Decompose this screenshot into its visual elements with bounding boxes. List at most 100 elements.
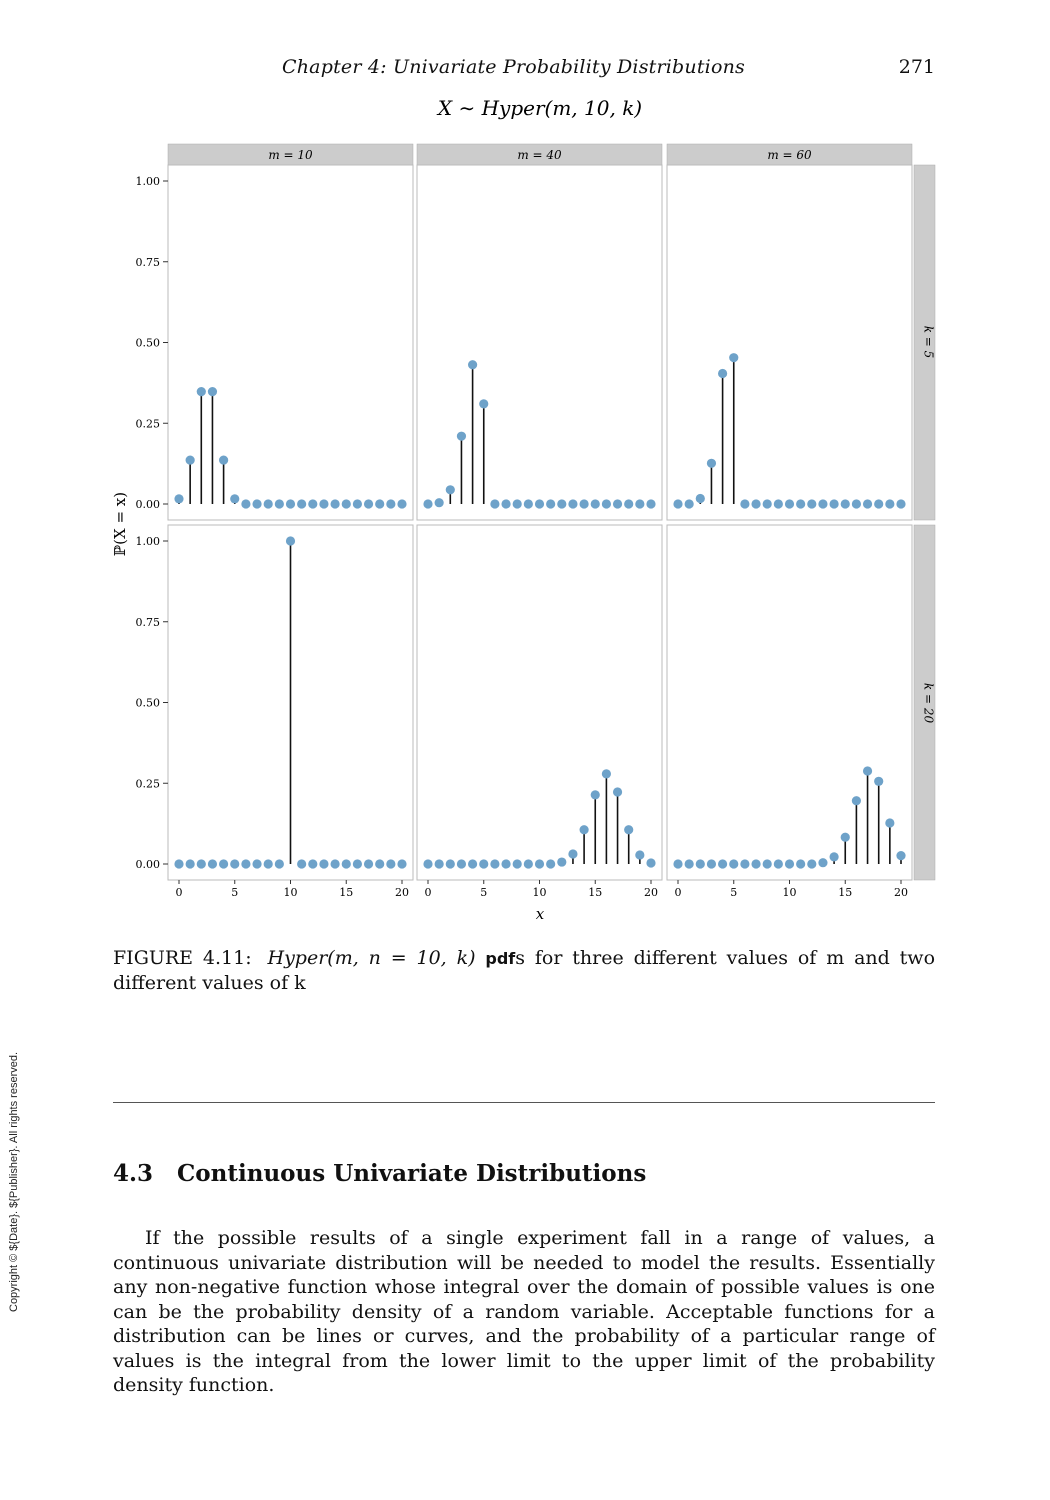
data-point: [706, 458, 717, 468]
data-point: [568, 849, 578, 859]
data-point: [590, 499, 600, 509]
data-point: [885, 499, 895, 509]
hypergeometric-facet-chart: X ∼ Hyper(m, 10, k) m = 10 m = 40 m = 60 k =…: [111, 96, 936, 923]
data-point: [546, 859, 556, 869]
data-point: [874, 776, 884, 786]
data-point: [423, 499, 433, 509]
data-point: [185, 859, 195, 869]
data-point: [534, 859, 545, 869]
x-tick-label: 0: [176, 886, 183, 899]
y-tick-label: 1.00: [136, 175, 161, 188]
data-point: [423, 859, 433, 869]
data-point: [635, 499, 645, 509]
caption-text: s for three different values of m and tw…: [113, 947, 936, 994]
data-point: [601, 769, 611, 779]
data-point: [285, 536, 296, 546]
data-point: [375, 499, 385, 509]
y-tick-label: 0.75: [136, 616, 161, 629]
data-point: [397, 859, 407, 869]
data-point: [523, 859, 533, 869]
data-point: [501, 499, 511, 509]
data-point: [706, 859, 717, 869]
data-point: [818, 499, 828, 509]
data-point: [386, 859, 396, 869]
y-tick-label: 0.25: [136, 417, 161, 430]
data-point: [874, 499, 884, 509]
x-tick-label: 5: [231, 886, 238, 899]
caption-abbrev: pdf: [485, 949, 516, 968]
x-axis-label: x: [536, 905, 545, 923]
data-point: [341, 499, 351, 509]
row-strip: [913, 524, 936, 881]
running-title: Chapter 4: Univariate Probability Distri…: [282, 56, 745, 78]
data-point: [274, 859, 284, 869]
data-point: [751, 499, 761, 509]
y-tick-label: 0.00: [136, 498, 161, 511]
data-point: [885, 818, 895, 828]
column-strip-label: m = 10: [268, 148, 313, 162]
data-point: [851, 796, 862, 806]
data-point: [230, 494, 240, 504]
data-point: [230, 859, 240, 869]
data-point: [468, 859, 478, 869]
data-point: [673, 499, 683, 509]
y-tick-label: 0.50: [136, 697, 161, 710]
page-number: 271: [898, 56, 935, 78]
data-point: [896, 499, 906, 509]
x-tick-label: 10: [533, 886, 547, 899]
figure-label: FIGURE 4.11:: [113, 947, 252, 969]
data-point: [434, 859, 444, 869]
column-strip-label: m = 40: [517, 148, 562, 162]
x-tick-label: 20: [894, 886, 908, 899]
data-point: [468, 360, 478, 370]
data-point: [796, 499, 806, 509]
data-point: [241, 859, 251, 869]
data-point: [729, 353, 739, 363]
data-point: [546, 499, 556, 509]
data-point: [673, 859, 683, 869]
data-point: [456, 431, 467, 441]
row-strip-label: k = 20: [922, 683, 936, 724]
data-point: [274, 499, 284, 509]
data-point: [557, 857, 567, 867]
data-point: [718, 859, 728, 869]
data-point: [684, 859, 694, 869]
data-point: [718, 368, 728, 379]
data-point: [341, 859, 351, 869]
data-point: [695, 493, 705, 504]
data-point: [308, 499, 318, 509]
data-point: [740, 499, 750, 509]
data-point: [534, 499, 545, 509]
data-point: [490, 859, 500, 869]
data-point: [330, 859, 340, 869]
data-point: [479, 399, 489, 409]
data-point: [434, 498, 444, 508]
data-point: [501, 859, 511, 869]
data-point: [729, 859, 739, 869]
copyright-notice: Copyright © ${Date}. ${Publisher}. All r…: [8, 1051, 20, 1312]
data-point: [319, 499, 329, 509]
x-tick-label: 15: [339, 886, 353, 899]
panel-frame: [167, 164, 414, 521]
data-point: [840, 832, 850, 842]
data-point: [740, 859, 750, 869]
data-point: [829, 852, 839, 862]
data-point: [252, 859, 262, 869]
caption-formula: Hyper(m, n = 10, k): [267, 947, 476, 969]
data-point: [445, 485, 455, 495]
data-point: [185, 455, 195, 465]
data-point: [784, 499, 795, 509]
data-point: [219, 859, 229, 869]
panel-frame: [416, 164, 663, 521]
data-point: [773, 859, 783, 869]
data-point: [319, 859, 329, 869]
data-point: [684, 499, 694, 509]
data-point: [363, 859, 374, 869]
data-point: [612, 787, 623, 797]
x-tick-label: 10: [284, 886, 298, 899]
data-point: [386, 499, 396, 509]
y-tick-label: 0.00: [136, 858, 161, 871]
data-point: [263, 499, 273, 509]
data-point: [252, 499, 262, 509]
data-point: [807, 499, 817, 509]
